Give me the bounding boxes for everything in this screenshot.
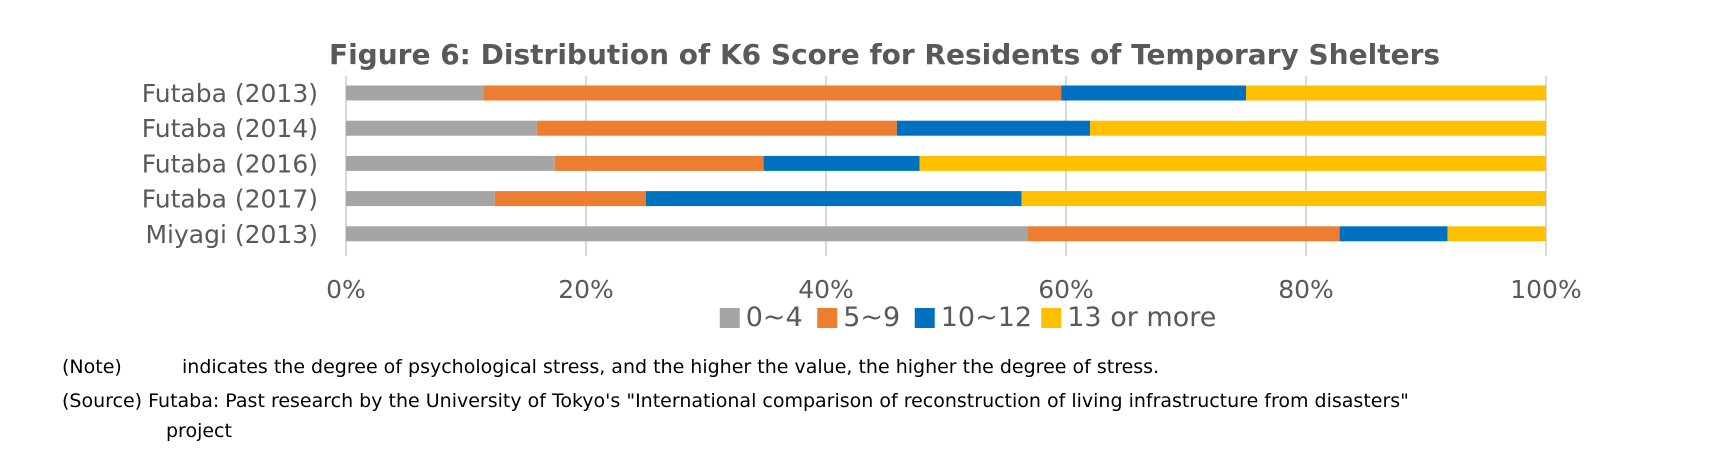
x-tick-label: 60% <box>1038 275 1094 304</box>
bar-segment <box>896 120 1090 136</box>
bar-segment <box>1339 226 1448 242</box>
bar-segment <box>1447 226 1546 242</box>
category-labels: Futaba (2013) Futaba (2014) Futaba (2016) F… <box>142 79 318 249</box>
bar-segment <box>346 120 537 136</box>
category-label: Miyagi (2013) <box>145 220 318 249</box>
bar-segment <box>763 155 920 171</box>
x-tick-label: 20% <box>558 275 614 304</box>
bar-segment <box>346 85 484 101</box>
x-tick-label: 0% <box>326 275 366 304</box>
category-label: Futaba (2013) <box>142 79 318 108</box>
source-text-continued: project <box>166 420 232 442</box>
category-label: Futaba (2014) <box>142 114 318 143</box>
bar-segment <box>1061 85 1246 101</box>
x-tick-labels: 0% 20% 40% 60% 80% 100% <box>326 275 1582 304</box>
bar-segment <box>1027 226 1340 242</box>
stacked-bar-chart: Futaba (2013) Futaba (2014) Futaba (2016) F… <box>142 76 1582 333</box>
bar-segment <box>646 191 1022 207</box>
bar-segment <box>484 85 1062 101</box>
bar-segment <box>919 155 1546 171</box>
note-line: (Note) indicates the degree of psychologi… <box>62 356 1159 378</box>
category-label: Futaba (2017) <box>142 185 318 214</box>
bar-segment <box>554 155 764 171</box>
legend-swatch <box>914 308 935 328</box>
x-tick-label: 80% <box>1278 275 1334 304</box>
legend-swatch <box>719 308 740 328</box>
bar-segment <box>346 191 495 207</box>
legend-label: 5~9 <box>843 302 900 333</box>
source-line: (Source) Futaba: Past research by the Un… <box>62 390 1682 442</box>
bar-segment <box>1246 85 1546 101</box>
bar-segment <box>346 226 1028 242</box>
bar-segment <box>1021 191 1546 207</box>
legend-swatch <box>1041 308 1062 328</box>
category-label: Futaba (2016) <box>142 149 318 178</box>
legend-label: 0~4 <box>746 302 803 333</box>
bar-segment <box>494 191 646 207</box>
note-text: indicates the degree of psychological st… <box>182 356 1160 378</box>
legend-label: 13 or more <box>1067 302 1216 333</box>
bar-segment <box>346 155 555 171</box>
x-tick-label: 100% <box>1510 275 1581 304</box>
chart-title: Figure 6: Distribution of K6 Score for R… <box>328 38 1441 71</box>
bar-segment <box>1090 120 1546 136</box>
bars <box>346 85 1546 242</box>
note-label: (Note) <box>62 356 122 378</box>
legend-label: 10~12 <box>941 302 1032 333</box>
legend: 0~4 5~9 10~12 13 or more <box>719 302 1216 333</box>
bar-segment <box>536 120 897 136</box>
x-tick-label: 40% <box>798 275 854 304</box>
source-label: (Source) <box>62 390 143 412</box>
legend-swatch <box>817 308 838 328</box>
source-text: Futaba: Past research by the University … <box>148 390 1409 412</box>
